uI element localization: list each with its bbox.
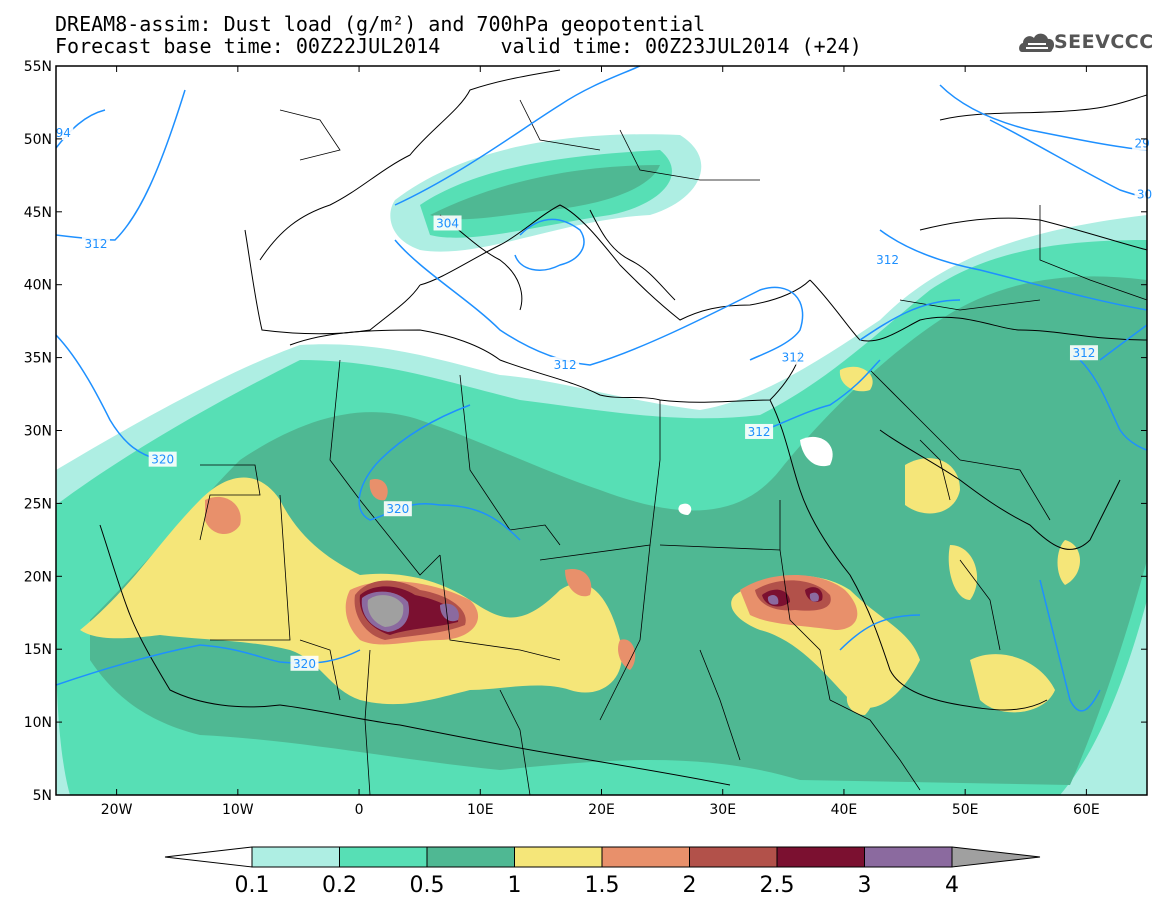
contour-label-bg (433, 215, 462, 231)
colorbar-label: 3 (858, 873, 872, 898)
contour-label-bg (551, 356, 580, 372)
contour-label: 320 (151, 453, 174, 467)
map-title: DREAM8-assim: Dust load (g/m²) and 700hP… (55, 12, 706, 36)
colorbar-swatch (776, 846, 865, 868)
contour-label-bg (82, 235, 111, 251)
colorbar-swatch (426, 846, 515, 868)
colorbar-label: 2 (683, 873, 697, 898)
lon-tick-label: 40E (831, 802, 858, 818)
contour-label-bg (1134, 186, 1155, 202)
lon-tick-label: 60E (1073, 802, 1100, 818)
contour-label: 304 (436, 216, 459, 230)
lon-tick-label: 30E (709, 802, 736, 818)
colorbar-left-arrow (164, 846, 253, 868)
lat-tick-label: 35N (24, 351, 52, 367)
contour-label: 29 (1135, 136, 1150, 150)
lon-tick-label: 0 (355, 802, 364, 818)
contour-label-bg (290, 655, 319, 671)
geopotential-contours (56, 66, 1147, 712)
colorbar: 0.1 0.2 0.5 1 1.5 2 2.5 3 4 (164, 846, 1041, 898)
lat-tick-label: 5N (33, 788, 52, 804)
colorbar-swatch (339, 846, 428, 868)
contour-label: 94 (56, 126, 71, 140)
colorbar-right-arrow (951, 846, 1041, 868)
lat-tick-label: 15N (24, 642, 52, 658)
contour-label-group: 312 94 304 312 312 312 312 312 29 30 320 320 320 (53, 125, 1155, 671)
contour-label-bg (53, 125, 74, 141)
colorbar-label: 2.5 (760, 873, 795, 898)
contour-label-bg (779, 349, 808, 365)
contour-label: 312 (554, 358, 577, 372)
lon-tick-label: 20E (588, 802, 615, 818)
lon-tick-label: 10W (222, 802, 254, 818)
coastline-layer (99, 69, 1147, 786)
contour-label: 320 (293, 657, 316, 671)
map-plot-area (56, 66, 1147, 795)
cloud-logo-icon (1019, 33, 1055, 52)
colorbar-swatch (601, 846, 690, 868)
colorbar-swatch (251, 846, 340, 868)
contour-label: 320 (386, 502, 409, 516)
latitude-axis: 55N 50N 45N 40N 35N 30N 25N 20N 15N 10N 5N (24, 59, 1147, 804)
contour-label-bg (745, 423, 774, 439)
contour-label: 312 (876, 253, 899, 267)
colorbar-swatch (864, 846, 953, 868)
lat-tick-label: 40N (24, 278, 52, 294)
lat-tick-label: 20N (24, 569, 52, 585)
lat-tick-label: 30N (24, 424, 52, 440)
colorbar-label: 4 (945, 873, 959, 898)
colorbar-label: 1 (508, 873, 522, 898)
colorbar-swatch (689, 846, 778, 868)
contour-label-bg (383, 501, 412, 517)
colorbar-label: 0.5 (410, 873, 445, 898)
lat-tick-label: 50N (24, 132, 52, 148)
lat-tick-label: 55N (24, 59, 52, 75)
longitude-axis: 20W 10W 0 10E 20E 30E 40E 50E 60E (101, 66, 1100, 818)
colorbar-label: 1.5 (585, 873, 620, 898)
lat-tick-label: 45N (24, 205, 52, 221)
lon-tick-label: 50E (952, 802, 979, 818)
colorbar-label: 0.2 (322, 873, 357, 898)
lon-tick-label: 20W (101, 802, 133, 818)
contour-label: 312 (85, 237, 108, 251)
contour-label: 30 (1137, 187, 1152, 201)
contour-label: 312 (1073, 346, 1096, 360)
lat-tick-label: 10N (24, 715, 52, 731)
border-layer (199, 99, 1147, 795)
contour-label-bg (1069, 345, 1098, 361)
lon-tick-label: 10E (467, 802, 494, 818)
contour-label: 312 (782, 351, 805, 365)
colorbar-label: 0.1 (235, 873, 270, 898)
contour-label-bg (873, 251, 902, 267)
contour-label-bg (148, 451, 177, 467)
seevccc-logo-text: SEEVCCC (1054, 31, 1154, 53)
lat-tick-label: 25N (24, 496, 52, 512)
contour-label: 312 (748, 425, 771, 439)
colorbar-swatch (514, 846, 603, 868)
forecast-time-line: Forecast base time: 00Z22JUL2014 valid t… (55, 34, 862, 58)
